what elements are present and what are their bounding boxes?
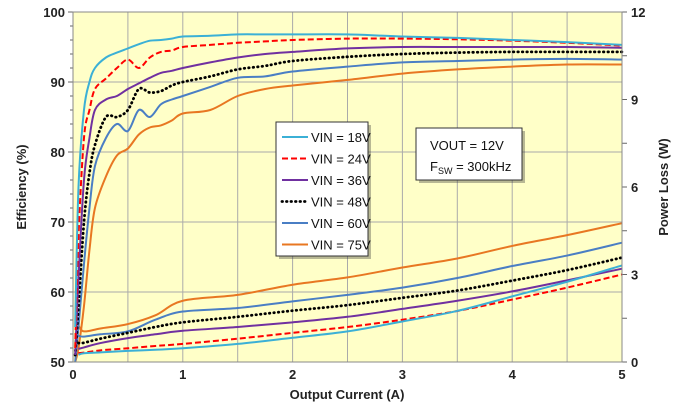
annotation-fsw: FSW = 300kHz	[430, 159, 511, 176]
power-loss-line-vin-24v	[78, 273, 623, 355]
efficiency-line-vin-18v	[74, 33, 623, 328]
x-axis-title: Output Current (A)	[290, 387, 405, 402]
legend-label: VIN = 24V	[311, 152, 371, 167]
legend-label: VIN = 48V	[311, 195, 371, 210]
y2-axis-title: Power Loss (W)	[656, 138, 671, 236]
y-axis-title: Efficiency (%)	[14, 144, 29, 229]
power-loss-line-vin-60v	[78, 241, 623, 338]
y-tick-label: 100	[43, 5, 65, 20]
y2-tick-label: 9	[631, 93, 638, 108]
y2-tick-label: 3	[631, 268, 638, 283]
y-tick-label: 50	[51, 355, 65, 370]
series-lines	[73, 33, 624, 363]
efficiency-line-vin-60v	[74, 57, 623, 363]
x-tick-label: 5	[618, 367, 625, 382]
power-loss-line-vin-36v	[78, 267, 623, 350]
y-tick-label: 80	[51, 145, 65, 160]
y2-tick-label: 0	[631, 355, 638, 370]
power-loss-line-vin-18v	[78, 264, 623, 356]
annotation-box: VOUT = 12V FSW = 300kHz	[415, 127, 525, 183]
x-tick-label: 2	[289, 367, 296, 382]
legend-label: VIN = 75V	[311, 238, 371, 253]
efficiency-line-vin-48v	[73, 50, 624, 357]
x-tick-label: 1	[179, 367, 186, 382]
power-loss-line-vin-75v	[77, 222, 623, 333]
efficiency-line-vin-36v	[74, 45, 623, 356]
y-tick-label: 90	[51, 75, 65, 90]
y2-tick-label: 6	[631, 180, 638, 195]
x-tick-label: 0	[69, 367, 76, 382]
plot-frame	[72, 11, 623, 363]
legend-label: VIN = 18V	[311, 130, 371, 145]
y-tick-label: 70	[51, 215, 65, 230]
power-loss-line-vin-48v	[77, 256, 624, 345]
legend-label: VIN = 60V	[311, 216, 371, 231]
legend: VIN = 18V VIN = 24V VIN = 36V VIN = 48V VIN …	[275, 121, 371, 259]
legend-label: VIN = 36V	[311, 173, 371, 188]
annotation-vout: VOUT = 12V	[430, 138, 504, 153]
y2-tick-label: 12	[631, 5, 645, 20]
efficiency-line-vin-75v	[74, 63, 623, 363]
x-tick-label: 3	[399, 367, 406, 382]
efficiency-line-vin-24v	[74, 37, 623, 349]
y-tick-label: 60	[51, 285, 65, 300]
x-tick-label: 4	[509, 367, 517, 382]
